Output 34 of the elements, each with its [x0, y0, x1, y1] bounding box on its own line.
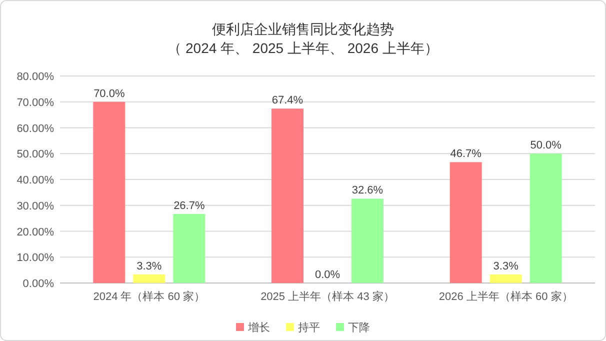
chart-subtitle: （ 2024 年、 2025 上半年、 2026 上半年）	[168, 40, 438, 56]
data-label: 3.3%	[493, 260, 519, 272]
x-tick-label: 2026 上半年（样本 60 家）	[438, 290, 573, 303]
bar	[133, 274, 166, 283]
data-label: 0.0%	[314, 269, 340, 281]
data-label: 50.0%	[530, 140, 562, 152]
y-tick-label: 50.00%	[16, 148, 54, 161]
data-label: 32.6%	[352, 184, 384, 197]
x-tick-label: 2025 上半年（样本 43 家）	[260, 290, 394, 303]
chart-title: 便利店企业销售同比变化趋势	[212, 21, 394, 37]
y-tick-label: 20.00%	[16, 226, 54, 238]
bar	[173, 214, 206, 283]
legend-label: 增长	[247, 321, 270, 334]
bar	[93, 102, 126, 283]
bar	[450, 162, 482, 283]
bar	[530, 154, 562, 283]
bar	[352, 198, 384, 283]
bar	[490, 274, 522, 283]
data-label: 26.7%	[174, 200, 205, 212]
x-tick-label: 2024 年（样本 60 家）	[93, 290, 206, 303]
y-tick-label: 30.00%	[16, 200, 54, 212]
y-tick-label: 70.00%	[16, 96, 54, 109]
legend-label: 持平	[298, 322, 320, 334]
data-label: 46.7%	[450, 148, 482, 160]
bar	[272, 108, 304, 283]
y-tick-label: 40.00%	[16, 174, 54, 186]
y-tick-label: 80.00%	[16, 71, 54, 83]
data-label: 70.0%	[94, 88, 125, 100]
y-tick-label: 0.00%	[22, 278, 54, 290]
y-tick-label: 60.00%	[16, 122, 54, 135]
legend-label: 下降	[348, 322, 370, 334]
data-label: 3.3%	[136, 260, 162, 272]
y-tick-label: 10.00%	[16, 252, 54, 264]
data-label: 67.4%	[272, 94, 304, 107]
